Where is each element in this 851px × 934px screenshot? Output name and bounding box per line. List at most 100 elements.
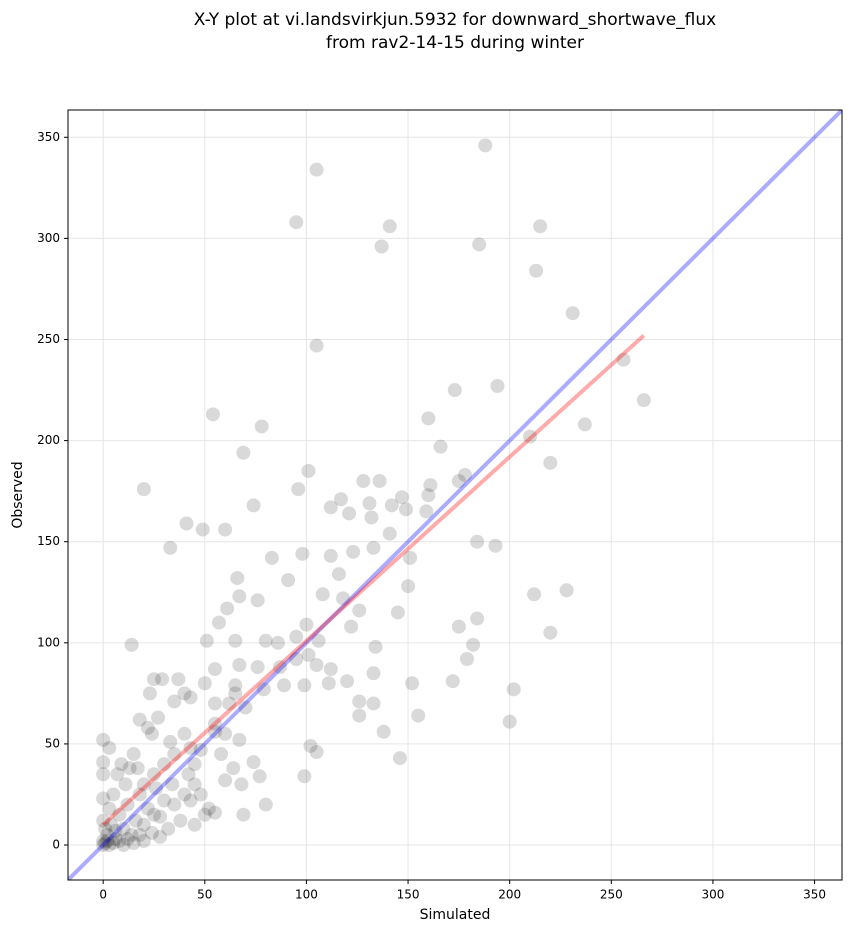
scatter-point [451,619,466,634]
scatter-point [488,538,503,553]
scatter-point [346,544,361,559]
scatter-point [126,747,141,762]
scatter-point [96,833,111,848]
ticks: 0 50 100 150 200 250 300 350 0 50 100 150 200 250 300 3… [37,130,826,902]
scatter-point [207,716,222,731]
scatter-point [226,761,241,776]
scatter-point [368,639,383,654]
y-tick-label: 100 [37,635,60,649]
axes-frame [67,109,843,881]
scatter-point [228,633,243,648]
y-tick-label: 50 [45,736,60,750]
scatter-point [177,787,192,802]
scatter-point [214,747,229,762]
scatter-point [352,708,367,723]
scatter-point [167,797,182,812]
scatter-point [124,827,139,842]
scatter-point [258,633,273,648]
scatter-point [136,777,151,792]
scatter-point [96,813,111,828]
scatter-point [218,522,233,537]
scatter-point [112,807,127,822]
scatter-point [295,546,310,561]
scatter-point [405,676,420,691]
scatter-point [382,219,397,234]
scatter-point [342,506,357,521]
scatter-point [177,726,192,741]
scatter-point [98,835,113,850]
scatter-point [112,833,127,848]
scatter-point [179,516,194,531]
scatter-point [120,831,135,846]
x-tick-label: 300 [701,888,724,902]
scatter-point [165,777,180,792]
scatter-point [116,821,131,836]
scatter-point [256,682,271,697]
scatter-point [527,587,542,602]
scatter-point [236,445,251,460]
scatter-point [142,686,157,701]
scatter-point [301,463,316,478]
scatter-point [157,757,172,772]
scatter-point [187,777,202,792]
scatter-point [171,672,186,687]
scatter-point [403,550,418,565]
scatter-point [132,787,147,802]
scatter-point [616,352,631,367]
fit-line [101,333,646,827]
y-axis-label: Observed [10,461,26,528]
scatter-point [120,797,135,812]
scatter-point [96,755,111,770]
scatter-point [157,793,172,808]
scatter-point [636,393,651,408]
scatter-point [374,239,389,254]
scatter-point [146,807,161,822]
scatter-point [382,526,397,541]
scatter-point [222,696,237,711]
scatter-point [116,838,131,853]
scatter-point [187,757,202,772]
scatter-point [195,522,210,537]
scatter-point [96,791,111,806]
scatter-point [96,767,111,782]
scatter-point [153,829,168,844]
scatter-point [352,694,367,709]
scatter-point [392,751,407,766]
scatter-point [193,742,208,757]
scatter-point [254,419,269,434]
scatter-point [447,383,462,398]
scatter-point [177,686,192,701]
scatter-point [153,809,168,824]
scatter-point [470,534,485,549]
scatter-point [366,696,381,711]
scatter-point [110,767,125,782]
scatter-point [252,769,267,784]
y-tick-label: 250 [37,332,60,346]
scatter-point [384,498,399,513]
scatter-point [272,660,287,675]
scatter-point [193,787,208,802]
scatter-point [543,625,558,640]
x-tick-label: 250 [600,888,623,902]
scatter-point [144,825,159,840]
scatter-point [270,635,285,650]
scatter-point [340,674,355,689]
scatter-point [344,619,359,634]
scatter-point [102,838,117,853]
scatter-point [311,633,326,648]
scatter-point [106,787,121,802]
scatter-point [234,777,249,792]
scatter-point [376,724,391,739]
scatter-point [331,567,346,582]
scatter-point [228,678,243,693]
scatter-point [218,773,233,788]
scatter-point [323,662,338,677]
scatter-point [502,714,517,729]
scatter-point [411,708,426,723]
scatter-point [419,504,434,519]
x-tick-label: 150 [397,888,420,902]
scatter-point [506,682,521,697]
scatter-point [394,490,409,505]
x-tick-label: 350 [803,888,826,902]
